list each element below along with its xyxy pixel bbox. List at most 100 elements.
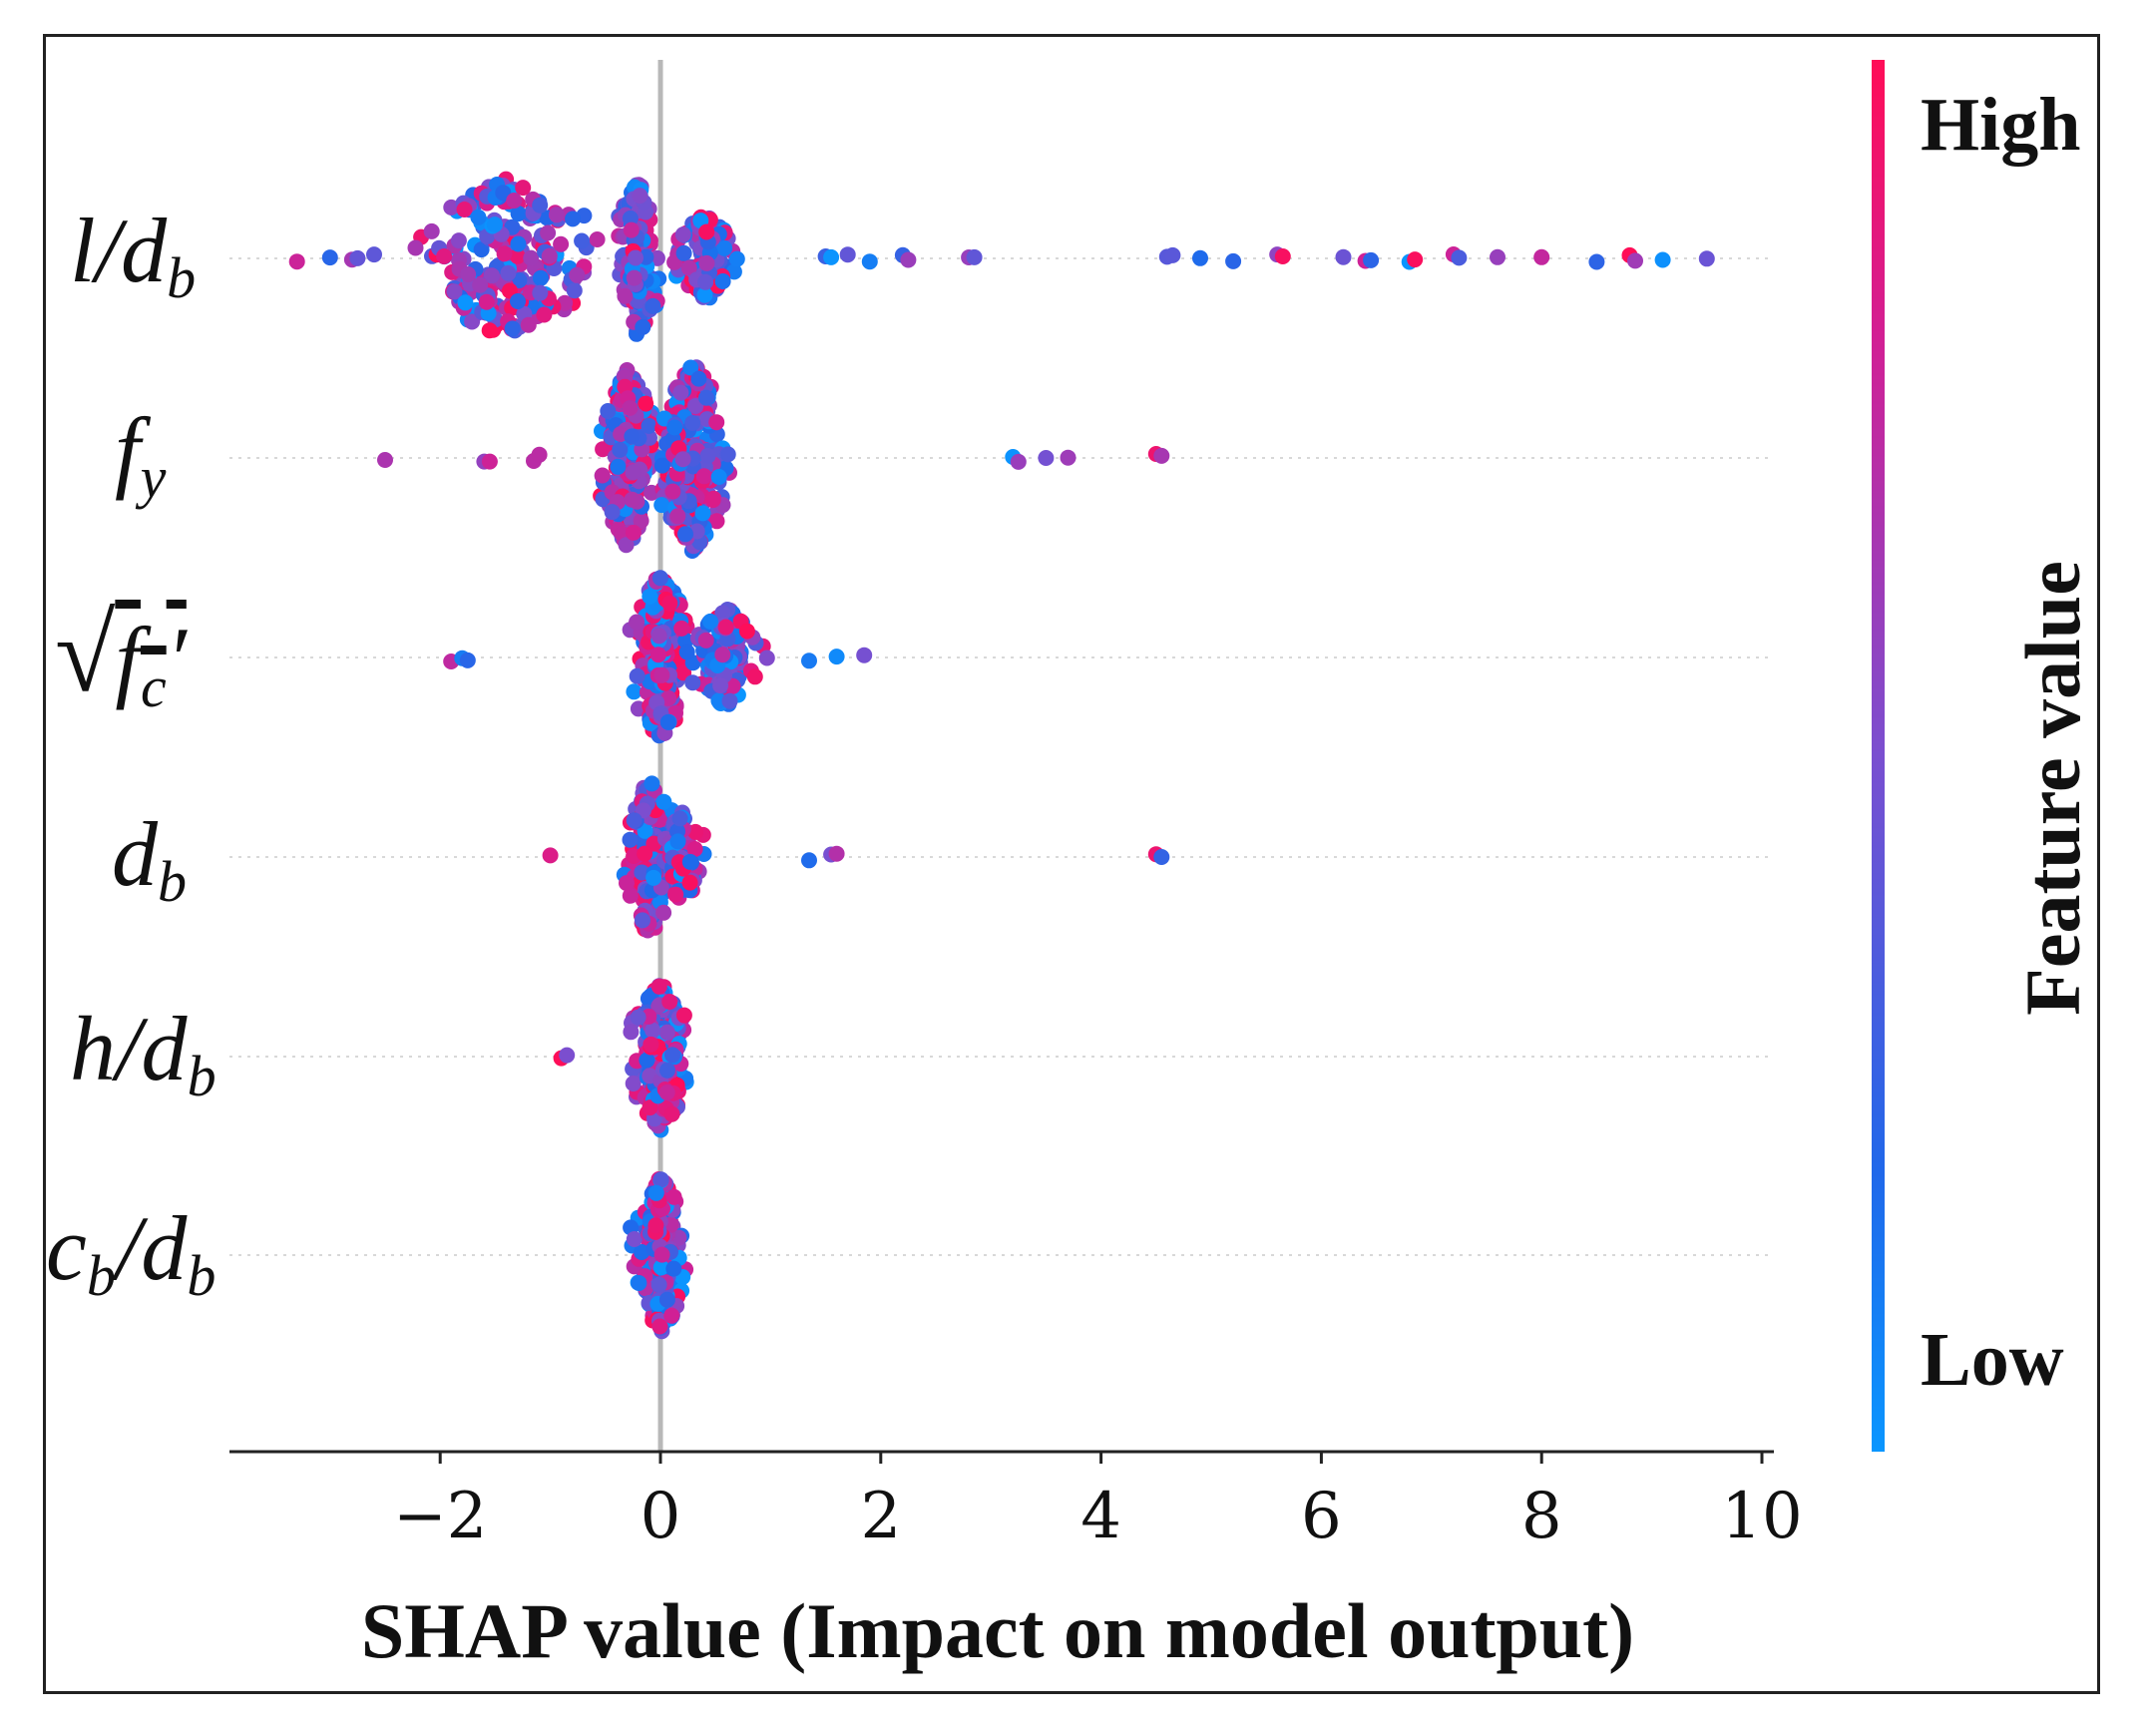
shap-point [712,677,729,694]
shap-point [652,1171,669,1188]
shap-point [698,254,715,271]
shap-point [446,283,463,300]
shap-point [510,206,527,222]
shap-point [681,853,698,870]
shap-point [695,468,712,485]
shap-point [710,692,727,709]
shap-point [1060,449,1076,466]
shap-point [481,322,498,339]
shap-point [423,222,440,239]
shap-point [721,692,738,709]
shap-point [664,483,681,500]
shap-point [486,217,503,233]
shap-point [697,273,714,290]
shap-point [687,398,704,414]
shap-point [520,316,537,333]
shap-point [714,605,731,622]
x-tick-label: 2 [860,1480,902,1553]
shap-point [675,244,692,261]
shap-point [655,904,672,921]
shap-point [663,1307,680,1324]
shap-point [642,588,658,605]
shap-point [651,1318,668,1335]
shap-point [623,1024,640,1041]
shap-point [828,649,845,665]
shap-point [559,1047,576,1064]
shap-point [661,595,678,612]
shap-point [900,251,917,268]
shap-point [647,1184,664,1201]
shap-point [801,852,817,869]
x-axis-label: SHAP value (Impact on model output) [360,1587,1635,1674]
shap-point [1533,248,1550,265]
shap-point [663,1105,680,1122]
shap-point [669,508,686,525]
shap-point [665,1260,682,1277]
shap-point [407,239,424,256]
shap-point [531,446,548,463]
shap-point [704,492,721,509]
shap-point [625,524,642,541]
shap-point [823,248,840,265]
shap-point [708,414,725,431]
shap-point [649,647,666,663]
shap-point [635,912,650,929]
shap-point [523,249,540,266]
shap-point [510,293,526,309]
shap-point [456,202,473,217]
shap-point [574,232,591,249]
shap-point [1490,248,1506,265]
shap-point [618,537,635,554]
colorbar-high-label: High [1921,83,2081,167]
shap-point [678,644,695,660]
shap-point [650,1276,667,1293]
shap-point [1225,252,1242,269]
shap-point [698,389,714,406]
shap-point [443,199,460,216]
shap-point [714,647,731,663]
shap-point [647,1217,664,1234]
shap-point [641,417,657,434]
shap-point [728,250,745,267]
shap-point [643,1036,659,1053]
shap-point [673,620,690,637]
shap-point [674,226,691,243]
shap-point [589,231,606,247]
shap-point [1153,849,1170,865]
shap-point [540,224,557,241]
dots-layer [288,171,1715,1340]
shap-point [349,249,366,266]
shap-point [548,207,565,223]
shap-point [652,1259,669,1276]
shap-point [681,874,698,891]
shap-point [510,235,527,252]
shap-point [658,1024,675,1041]
shap-point [645,1022,661,1039]
shap-point [653,666,670,683]
shap-point [629,614,646,631]
shap-point [658,1085,675,1100]
shap-point [630,1009,646,1026]
x-tick-label: 6 [1301,1480,1342,1553]
x-tick-label: 10 [1721,1480,1803,1553]
shap-point [966,248,983,265]
shap-point [671,810,688,827]
shap-point [680,259,697,276]
shap-point [697,632,714,649]
shap-point [625,464,642,481]
shap-point [484,267,500,284]
shap-point [481,453,498,470]
shap-point [288,253,305,270]
shap-point [714,273,731,289]
feature-label: db [112,803,187,915]
shap-point [696,286,713,303]
shap-point [569,266,586,283]
shap-point [1407,251,1424,268]
shap-point [626,1231,643,1247]
shap-point [642,1099,658,1116]
shap-point [504,320,521,337]
shap-point [677,526,693,543]
shap-point [724,677,741,694]
shap-point [1274,248,1291,264]
shap-point [719,446,736,463]
